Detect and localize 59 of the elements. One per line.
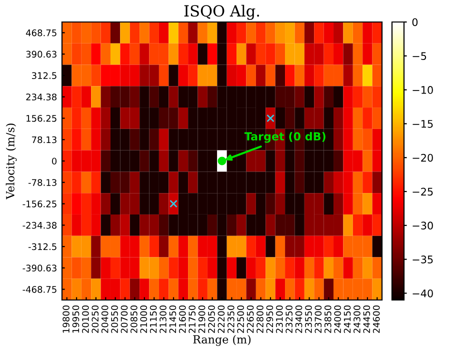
x-tick-label: 22050 [208,305,215,333]
y-tick-label: 156.25 [26,114,56,122]
color-bar-label: −10 [412,86,433,94]
color-bar-label: −35 [412,256,433,264]
y-tick-label: 390.63 [26,50,56,58]
x-tick-label: 22200 [218,305,225,333]
x-tick-label: 19950 [72,305,80,333]
color-bar-label: 0 [412,18,418,26]
x-axis-title: Range (m) [193,334,251,346]
y-tick-label: 468.75 [26,29,56,36]
x-tick-label: 22650 [246,305,254,333]
x-tick-label: 24000 [334,305,341,333]
y-tick-label: -312.5 [28,243,56,250]
y-tick-label: -468.75 [22,286,56,293]
x-tick-label: 21900 [198,305,206,333]
x-tick-label: 20100 [82,305,89,333]
x-tick-label: 20550 [111,305,118,333]
x-tick-label: 23850 [324,305,332,333]
y-tick-label: -156.25 [22,200,56,208]
x-tick-label: 21600 [179,305,186,333]
x-tick-label: 20250 [92,305,99,333]
x-tick-label: 22950 [266,305,274,333]
x-tick-label: 21000 [140,305,148,333]
x-tick-label: 19800 [62,305,70,333]
y-tick-label: -78.13 [28,179,56,186]
x-tick-label: 23250 [286,305,292,333]
color-bar-label: −40 [412,289,433,298]
x-tick-label: 21750 [188,305,196,333]
x-tick-label: 23400 [295,305,302,333]
x-tick-label: 24150 [344,305,351,333]
x-tick-label: 23550 [305,305,312,333]
x-tick-label: 24300 [354,305,360,333]
color-bar-label: −25 [412,188,433,196]
x-tick-label: 20850 [130,305,138,333]
x-tick-label: 20400 [101,305,108,333]
x-tick-label: 22800 [256,305,264,333]
color-bar-label: −15 [412,120,433,128]
color-bar-label: −30 [412,222,433,230]
color-bar-label: −20 [412,154,433,162]
chart-title: ISQO Alg. [184,4,260,20]
x-tick-label: 21150 [150,305,157,333]
y-tick-label: 312.5 [32,72,56,80]
x-tick-label: 22350 [227,305,234,333]
x-tick-label: 24450 [363,305,370,333]
y-tick-label: -390.63 [22,264,56,272]
x-tick-label: 23100 [276,305,283,333]
x-tick-label: 22500 [237,305,244,333]
y-tick-label: 0 [52,158,57,165]
y-tick-label: -234.38 [22,222,57,229]
x-tick-label: 21300 [160,305,166,333]
x-tick-label: 24600 [372,305,380,333]
y-tick-label: 234.38 [26,94,57,100]
y-tick-label: 78.13 [32,136,56,144]
y-axis-title: Velocity (m/s) [6,124,17,200]
x-tick-label: 20700 [120,305,128,333]
x-tick-label: 21450 [169,305,176,333]
x-tick-label: 23700 [314,305,322,333]
color-bar-label: −5 [412,52,426,60]
annotation: Target (0 dB) [244,132,326,143]
